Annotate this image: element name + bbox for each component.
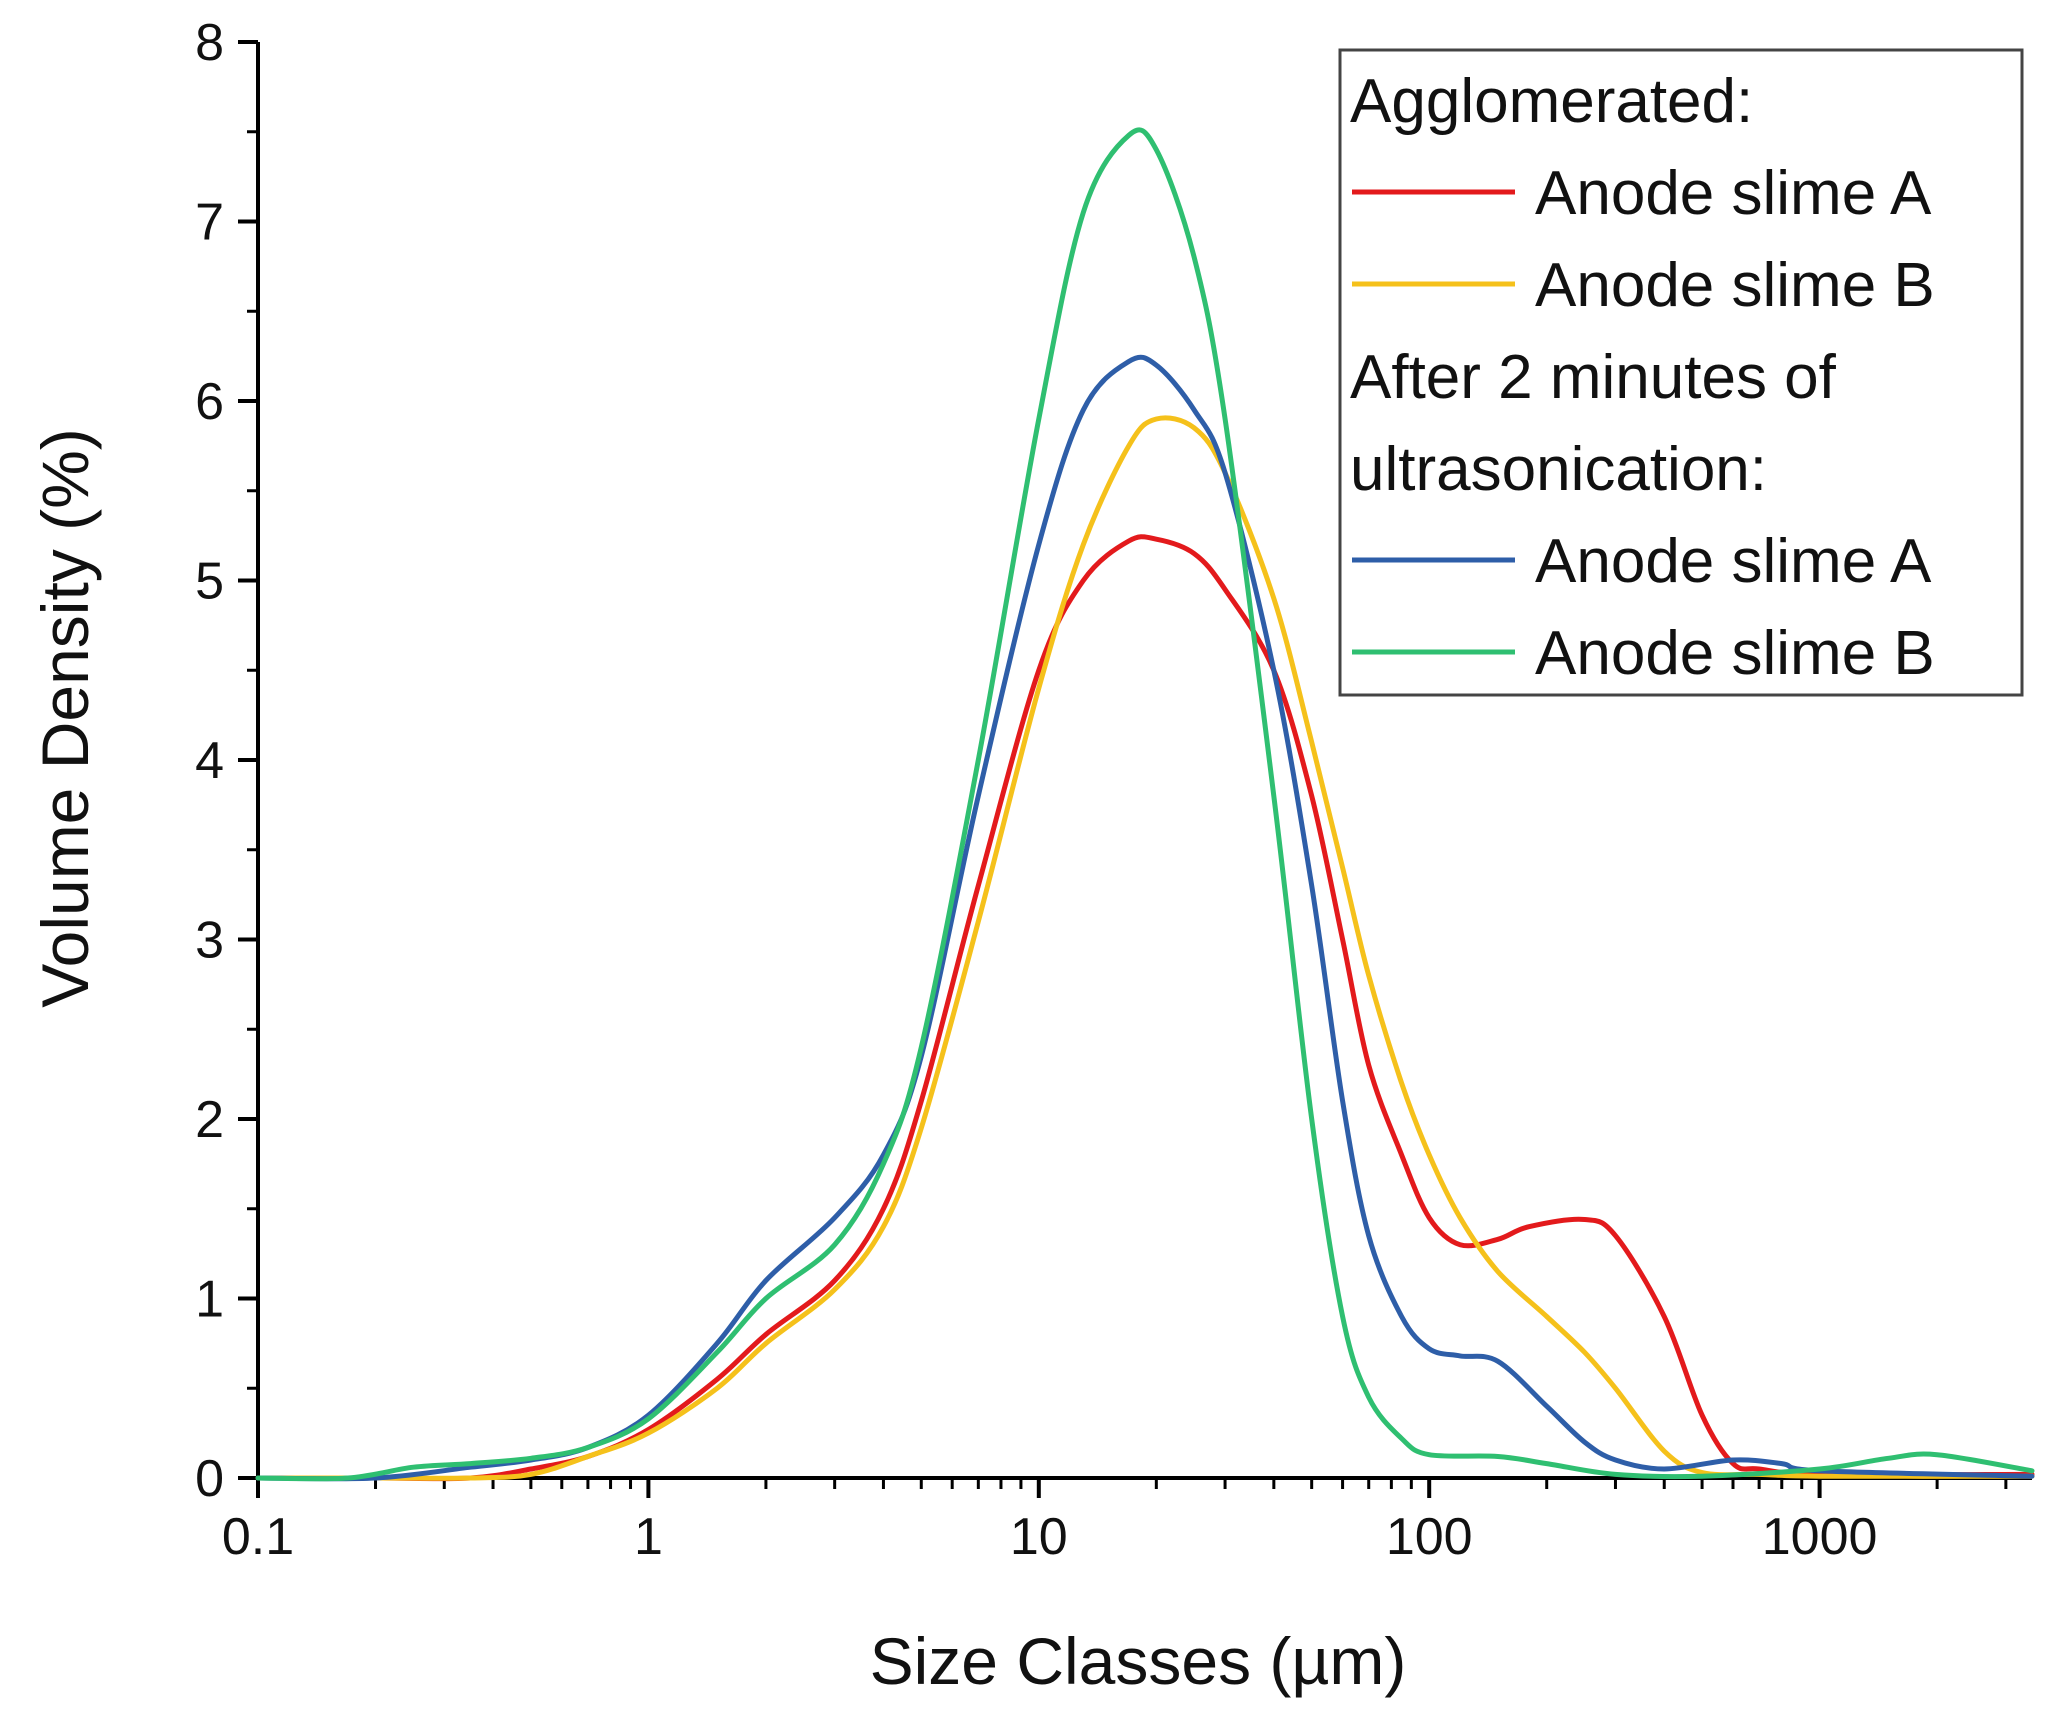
- x-tick-label: 100: [1386, 1508, 1473, 1566]
- x-tick-label: 1000: [1762, 1508, 1878, 1566]
- legend-heading: ultrasonication:: [1350, 435, 1767, 504]
- y-tick-label: 3: [195, 912, 224, 970]
- y-tick-label: 6: [195, 373, 224, 431]
- y-tick-label: 8: [195, 14, 224, 72]
- legend-box: [1338, 48, 2024, 697]
- series-agglomerated-slime-b: [255, 415, 2035, 1481]
- axes-layer: 0 1 2 3 4 5 6 7 8 0.1 1 10 100 1000: [195, 14, 2032, 1566]
- y-tick-label: 4: [195, 732, 224, 790]
- x-tick-label: 0.1: [222, 1508, 294, 1566]
- series-ultrasonic-slime-b: [255, 127, 2035, 1482]
- legend-label: Anode slime A: [1535, 527, 1932, 596]
- y-axis-title: Volume Density (%): [28, 428, 102, 1008]
- legend-label: Anode slime B: [1535, 251, 1935, 320]
- legend-label: Anode slime B: [1535, 619, 1935, 688]
- legend-heading: After 2 minutes of: [1350, 343, 1837, 412]
- x-axis-title: Size Classes (µm): [870, 1624, 1407, 1698]
- legend-label: Anode slime A: [1535, 159, 1932, 228]
- series-agglomerated-slime-a: [255, 534, 2035, 1482]
- legend-layer: Agglomerated: Anode slime A Anode slime B A…: [1338, 48, 2024, 697]
- series-layer: [255, 127, 2035, 1482]
- legend-heading: Agglomerated:: [1350, 67, 1753, 136]
- x-tick-label: 1: [634, 1508, 663, 1566]
- y-tick-label: 7: [195, 194, 224, 252]
- y-tick-label: 1: [195, 1271, 224, 1329]
- series-ultrasonic-slime-a: [255, 354, 2035, 1482]
- y-tick-label: 5: [195, 553, 224, 611]
- y-tick-label: 0: [195, 1450, 224, 1508]
- y-tick-label: 2: [195, 1091, 224, 1149]
- x-tick-label: 10: [1010, 1508, 1068, 1566]
